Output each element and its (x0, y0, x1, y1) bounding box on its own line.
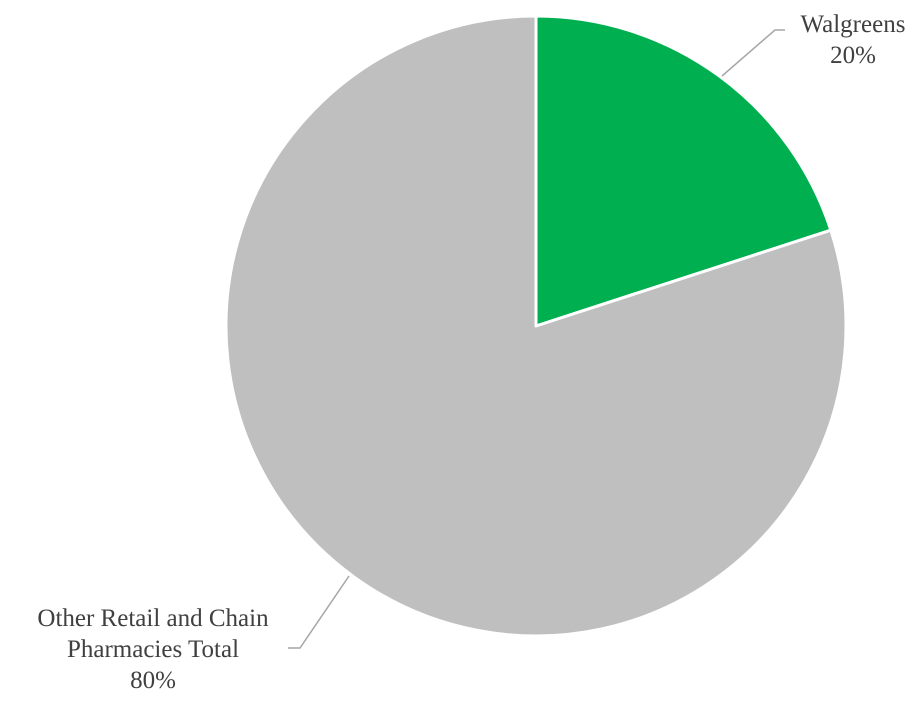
leader-line-walgreens (721, 29, 785, 77)
slice-label-walgreens: Walgreens 20% (801, 11, 906, 69)
leader-lines (288, 29, 785, 649)
slice-name-label: Walgreens (801, 11, 906, 38)
slice-name-label: Other Retail and Chain (37, 605, 269, 632)
slice-name-label: Pharmacies Total (67, 636, 239, 663)
slice-value-label: 20% (830, 42, 876, 69)
slice-label-other-pharmacies: Other Retail and Chain Pharmacies Total 80… (37, 605, 269, 694)
slice-value-label: 80% (130, 667, 176, 694)
leader-line-other-pharmacies (288, 575, 350, 649)
pie-slice-other-pharmacies (224, 14, 848, 638)
pie-slice-walgreens (534, 14, 833, 328)
slice-labels: Walgreens 20% Other Retail and Chain Pharma… (37, 11, 905, 694)
pie-slices (224, 14, 848, 638)
